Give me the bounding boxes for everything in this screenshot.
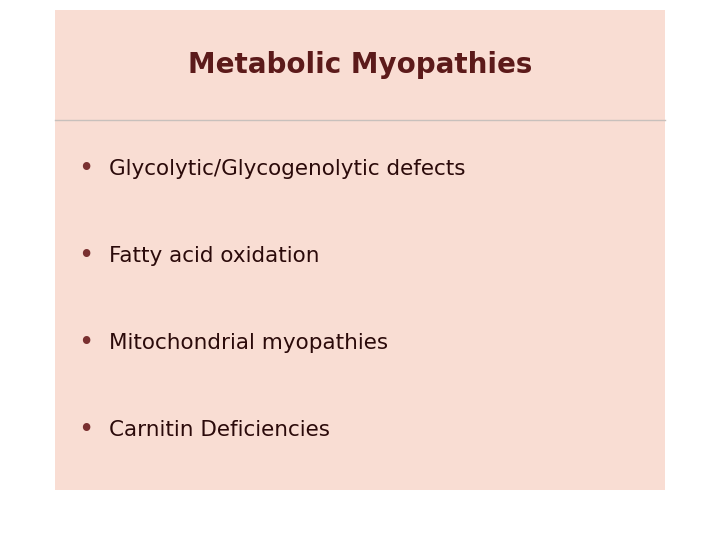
Text: Glycolytic/Glycogenolytic defects: Glycolytic/Glycogenolytic defects [109,159,466,179]
Text: •: • [78,330,94,356]
Text: •: • [78,417,94,443]
Text: Carnitin Deficiencies: Carnitin Deficiencies [109,420,330,440]
FancyBboxPatch shape [55,120,665,490]
Text: Fatty acid oxidation: Fatty acid oxidation [109,246,320,266]
Text: •: • [78,156,94,182]
Text: Mitochondrial myopathies: Mitochondrial myopathies [109,333,389,353]
Text: Metabolic Myopathies: Metabolic Myopathies [188,51,532,79]
FancyBboxPatch shape [55,10,665,120]
Text: •: • [78,243,94,269]
